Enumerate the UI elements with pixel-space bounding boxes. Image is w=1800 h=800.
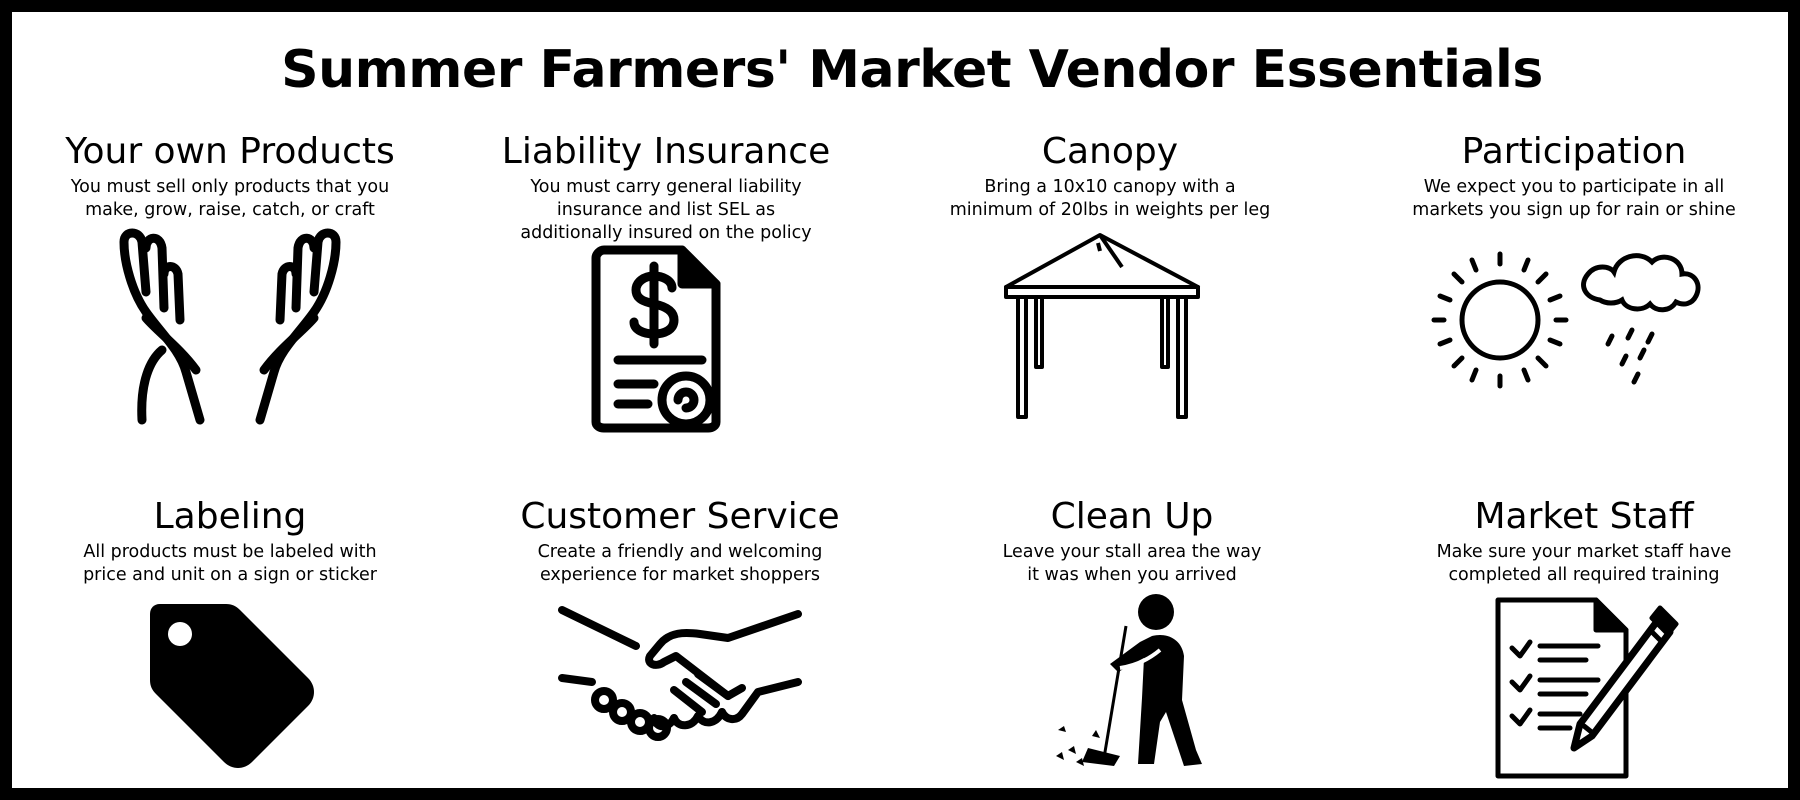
card-text: We expect you to participate in all mark…	[1412, 177, 1736, 220]
page-title: Summer Farmers' Market Vendor Essentials	[281, 40, 1543, 100]
handshake-icon	[558, 606, 802, 741]
card-title: Clean Up	[1050, 496, 1214, 537]
card-title: Labeling	[153, 496, 307, 537]
card-liability-insurance: Liability Insurance You must carry gener…	[456, 132, 876, 245]
card-title: Customer Service	[520, 496, 840, 537]
price-tag-icon	[150, 604, 314, 768]
card-text: Create a friendly and welcoming experien…	[537, 542, 823, 585]
card-text: Bring a 10x10 canopy with a minimum of 2…	[949, 177, 1271, 220]
card-customer-service: Customer Service Create a friendly and w…	[470, 497, 890, 587]
card-title: Participation	[1461, 131, 1687, 172]
card-market-staff: Market Staff Make sure your market staff…	[1374, 497, 1794, 587]
card-text: You must sell only products that you mak…	[70, 177, 390, 220]
card-clean-up: Clean Up Leave your stall area the way i…	[922, 497, 1342, 587]
card-text: Make sure your market staff have complet…	[1436, 542, 1732, 585]
card-title: Your own Products	[65, 131, 395, 172]
checklist-pencil-icon	[1495, 597, 1679, 779]
card-labeling: Labeling All products must be labeled wi…	[20, 497, 440, 587]
open-hands-icon	[119, 228, 341, 425]
card-title: Liability Insurance	[501, 131, 831, 172]
card-participation: Participation We expect you to participa…	[1364, 132, 1784, 222]
card-text: All products must be labeled with price …	[83, 542, 377, 585]
sweeping-person-icon	[1056, 594, 1202, 766]
insurance-document-icon	[591, 245, 721, 433]
sun-and-rain-cloud-icon	[1431, 251, 1701, 389]
card-title: Market Staff	[1474, 496, 1694, 537]
card-text: Leave your stall area the way it was whe…	[1002, 542, 1262, 585]
card-canopy: Canopy Bring a 10x10 canopy with a minim…	[900, 132, 1320, 222]
card-text: You must carry general liability insuran…	[520, 177, 812, 243]
canopy-tent-icon	[1004, 233, 1200, 419]
card-title: Canopy	[1041, 131, 1179, 172]
card-your-own-products: Your own Products You must sell only pro…	[20, 132, 440, 222]
